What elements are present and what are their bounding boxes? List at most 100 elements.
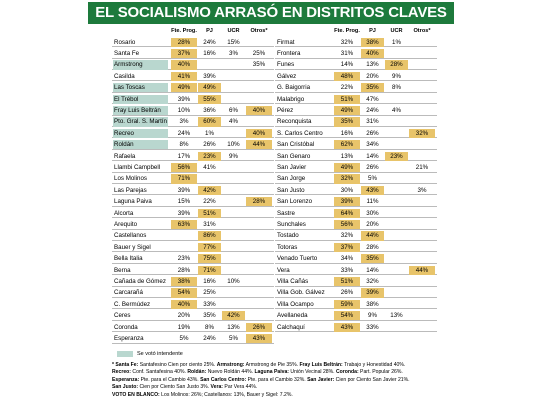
cell-pj: 38% bbox=[361, 37, 384, 47]
district-name: San Javier bbox=[277, 163, 307, 171]
cell-pj: 75% bbox=[198, 254, 221, 264]
footnotes: * Santa Fe: Santafesino Cien por ciento … bbox=[112, 362, 442, 399]
cell-pj: 35% bbox=[361, 83, 384, 93]
footnote-text: Santafesino Cien por ciento 25%. bbox=[138, 362, 217, 368]
footnote-key: San Carlos Centro: bbox=[200, 376, 247, 383]
cell-otros: 3% bbox=[417, 186, 427, 194]
district-name: Sastre bbox=[277, 209, 295, 217]
cell-pj: 42% bbox=[198, 185, 221, 195]
cell-otros bbox=[409, 95, 435, 104]
cell-pj: 51% bbox=[198, 208, 221, 218]
table-row: Venado Tuerto 34% 35% bbox=[275, 254, 437, 264]
table-row: Coronda 19% 8% 13% 26% bbox=[112, 322, 274, 333]
cell-pj: 25% bbox=[203, 289, 216, 297]
table-row: Frontera 31% 40% bbox=[275, 48, 437, 59]
table-row: Roldán 8% 26% 10% 44% bbox=[112, 140, 274, 150]
table-row: Bella Italia 23% 75% bbox=[112, 254, 274, 264]
district-name: Alcorta bbox=[114, 209, 134, 217]
cell-prog: 39% bbox=[177, 209, 191, 217]
cell-otros bbox=[246, 163, 272, 172]
district-name: Carcarañá bbox=[114, 289, 143, 297]
footnote-key: San Javier: bbox=[307, 376, 335, 383]
cell-otros bbox=[246, 220, 272, 229]
cell-prog: 23% bbox=[177, 255, 191, 263]
table-row: San Javier 49% 26% 21% bbox=[275, 162, 437, 173]
cell-otros bbox=[246, 186, 272, 195]
cell-ucr: 15% bbox=[227, 38, 240, 46]
footnote-text: Cien por Ciento San Javier 21%. bbox=[334, 376, 410, 383]
cell-prog: 16% bbox=[340, 129, 354, 137]
table-row: S. Carlos Centro 16% 26% 32% bbox=[275, 128, 437, 139]
cell-ucr bbox=[385, 174, 408, 183]
cell-prog bbox=[171, 243, 197, 252]
district-name: Esperanza bbox=[114, 334, 144, 342]
cell-prog: 40% bbox=[171, 299, 197, 309]
district-name: Tostado bbox=[277, 232, 299, 240]
cell-prog: 41% bbox=[171, 71, 197, 81]
table-row: Reconquista 35% 31% bbox=[275, 117, 437, 128]
cell-ucr: 5% bbox=[229, 334, 238, 342]
cell-prog: 10% bbox=[177, 106, 191, 114]
cell-otros bbox=[409, 38, 435, 47]
cell-otros bbox=[409, 117, 435, 126]
cell-ucr: 28% bbox=[385, 60, 408, 70]
cell-otros bbox=[246, 209, 272, 218]
cell-ucr: 1% bbox=[392, 38, 401, 46]
table-row: Recreo 24% 1% 40% bbox=[112, 128, 274, 139]
cell-ucr bbox=[385, 129, 408, 138]
footnote-key: San Justo: bbox=[112, 384, 139, 391]
cell-pj: 33% bbox=[203, 300, 216, 308]
cell-otros bbox=[409, 209, 435, 218]
page-title: EL SOCIALISMO ARRASÓ EN DISTRITOS CLAVES bbox=[95, 4, 447, 21]
table-row: San Lorenzo 39% 11% bbox=[275, 197, 437, 207]
cell-prog: 3% bbox=[179, 118, 189, 126]
district-name: Funes bbox=[277, 61, 295, 69]
cell-pj: 14% bbox=[366, 152, 379, 160]
cell-prog: 59% bbox=[334, 299, 360, 309]
cell-prog: 49% bbox=[334, 105, 360, 116]
table-row: Fray Luis Beltrán 10% 36% 6% 40% bbox=[112, 105, 274, 116]
cell-pj: 23% bbox=[198, 151, 221, 161]
cell-ucr bbox=[222, 95, 245, 104]
cell-ucr: 13% bbox=[227, 323, 240, 331]
district-name: Armstrong bbox=[113, 60, 168, 70]
cell-otros bbox=[409, 323, 435, 332]
district-name: San Jorge bbox=[277, 175, 306, 183]
table-row: Malabrigo 51% 47% bbox=[275, 94, 437, 105]
cell-pj: 11% bbox=[366, 198, 379, 206]
cell-ucr: 10% bbox=[227, 141, 240, 149]
cell-pj: 40% bbox=[361, 48, 384, 59]
cell-otros: 40% bbox=[246, 105, 272, 116]
cell-ucr bbox=[385, 117, 408, 126]
table-row: Arequito 63% 31% bbox=[112, 219, 274, 230]
district-name: G. Baigorria bbox=[277, 84, 311, 92]
header-prog: Fte. Prog. bbox=[171, 28, 197, 34]
table-row: San Cristóbal 62% 34% bbox=[275, 140, 437, 150]
header-pj: PJ bbox=[369, 28, 376, 34]
district-name: Berna bbox=[114, 266, 131, 274]
footnote-text: Part. Popular 26%. bbox=[358, 369, 403, 376]
legend-label: Se votó intendente bbox=[137, 351, 183, 357]
cell-pj: 24% bbox=[366, 106, 379, 114]
header-prog: Fte. Prog. bbox=[334, 28, 360, 34]
district-name: Totoras bbox=[277, 243, 298, 251]
cell-pj: 41% bbox=[203, 163, 216, 171]
cell-ucr bbox=[222, 266, 245, 275]
cell-ucr bbox=[222, 254, 245, 263]
footnote-key: Recreo: bbox=[112, 369, 131, 376]
cell-pj: 14% bbox=[366, 266, 379, 274]
footnote-line: * Santa Fe: Santafesino Cien por ciento … bbox=[112, 362, 442, 369]
table-row: Esperanza 5% 24% 5% 43% bbox=[112, 333, 274, 344]
cell-pj: 44% bbox=[361, 231, 384, 241]
table-row: San Genaro 13% 14% 23% bbox=[275, 151, 437, 162]
footnote-text: Trabajo y Honestidad 40%. bbox=[342, 362, 406, 368]
district-name: Castellanos bbox=[114, 232, 147, 240]
cell-otros: 28% bbox=[246, 197, 272, 207]
cell-ucr bbox=[385, 220, 408, 229]
cell-prog: 35% bbox=[334, 117, 360, 127]
table-row: Funes 14% 13% 28% bbox=[275, 60, 437, 71]
cell-prog: 49% bbox=[171, 83, 197, 93]
cell-otros bbox=[246, 231, 272, 240]
cell-pj: 35% bbox=[203, 312, 216, 320]
cell-pj: 8% bbox=[205, 323, 214, 331]
